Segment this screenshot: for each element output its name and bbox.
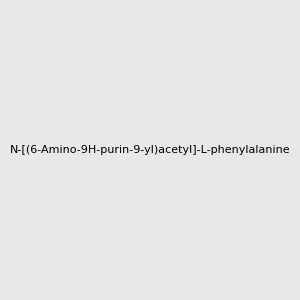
Text: N-[(6-Amino-9H-purin-9-yl)acetyl]-L-phenylalanine: N-[(6-Amino-9H-purin-9-yl)acetyl]-L-phen… <box>10 145 290 155</box>
